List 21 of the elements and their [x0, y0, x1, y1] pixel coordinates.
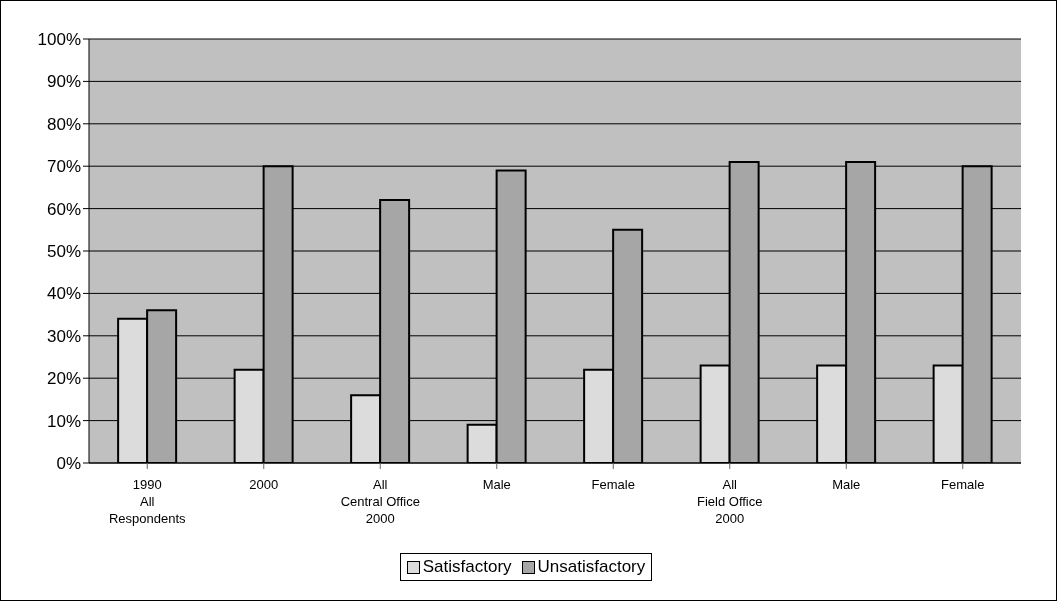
- y-tick-label: 50%: [46, 242, 81, 262]
- y-tick-label: 40%: [46, 284, 81, 304]
- y-tick-label: 100%: [37, 30, 81, 50]
- x-tick-label: Female: [591, 477, 635, 492]
- x-tick-label: Female: [941, 477, 985, 492]
- y-tick-label: 60%: [46, 199, 81, 219]
- x-tick-label: 1990 All Respondents: [108, 477, 187, 526]
- y-tick-label: 30%: [46, 326, 81, 346]
- x-tick-label: Male: [832, 477, 861, 492]
- y-tick-label: 20%: [46, 369, 81, 389]
- legend-label: Unsatisfactory: [536, 557, 646, 577]
- legend-label: Satisfactory: [421, 557, 512, 577]
- y-tick-label: 70%: [46, 157, 81, 177]
- x-tick-label: All Field Office 2000: [696, 477, 763, 526]
- x-tick-label: All Central Office 2000: [340, 477, 420, 526]
- y-tick-label: 0%: [56, 454, 81, 474]
- y-tick-label: 90%: [46, 72, 81, 92]
- x-tick-label: Male: [482, 477, 511, 492]
- y-tick-label: 80%: [46, 114, 81, 134]
- x-tick-label: 2000: [249, 477, 279, 492]
- y-tick-label: 10%: [46, 411, 81, 431]
